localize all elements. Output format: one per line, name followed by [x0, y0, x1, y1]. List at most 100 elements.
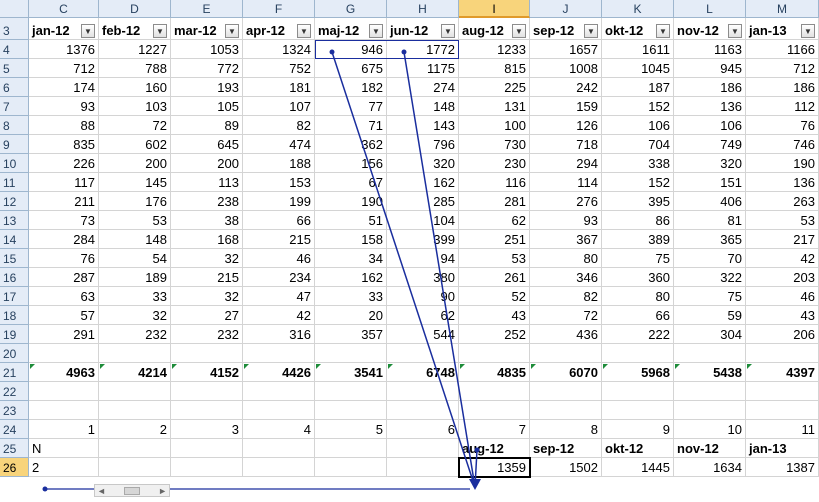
column-header-l[interactable]: L [674, 0, 746, 18]
data-cell-m17[interactable]: 46 [746, 287, 819, 306]
data-cell-e15[interactable]: 32 [171, 249, 243, 268]
data-cell-c12[interactable]: 211 [29, 192, 99, 211]
data-cell-c14[interactable]: 284 [29, 230, 99, 249]
data-cell-c8[interactable]: 88 [29, 116, 99, 135]
data-cell-m6[interactable]: 186 [746, 78, 819, 97]
row25-cell-f[interactable] [243, 439, 315, 458]
empty-cell-j23[interactable] [530, 401, 602, 420]
data-cell-d17[interactable]: 33 [99, 287, 171, 306]
data-cell-g16[interactable]: 162 [315, 268, 387, 287]
data-cell-j4[interactable]: 1657 [530, 40, 602, 59]
row25-cell-h[interactable] [387, 439, 459, 458]
row26-cell-d[interactable] [99, 458, 171, 477]
dropdown-arrow-icon[interactable]: ▼ [369, 24, 383, 38]
total-cell-k21[interactable]: 5968 [602, 363, 674, 382]
header-cell-h[interactable]: jun-12 ▼ [387, 18, 459, 40]
data-cell-c15[interactable]: 76 [29, 249, 99, 268]
dropdown-arrow-icon[interactable]: ▼ [728, 24, 742, 38]
total-cell-i21[interactable]: 4835 [459, 363, 530, 382]
empty-cell-f20[interactable] [243, 344, 315, 363]
data-cell-f15[interactable]: 46 [243, 249, 315, 268]
row-header-26[interactable]: 26 [0, 458, 29, 477]
data-cell-k6[interactable]: 187 [602, 78, 674, 97]
data-cell-k12[interactable]: 395 [602, 192, 674, 211]
header-cell-d[interactable]: feb-12 ▼ [99, 18, 171, 40]
row25-cell-l[interactable]: nov-12 [674, 439, 746, 458]
column-header-m[interactable]: M [746, 0, 819, 18]
data-cell-d9[interactable]: 602 [99, 135, 171, 154]
data-cell-e18[interactable]: 27 [171, 306, 243, 325]
column-header-i[interactable]: I [459, 0, 530, 18]
data-cell-m11[interactable]: 136 [746, 173, 819, 192]
data-cell-h19[interactable]: 544 [387, 325, 459, 344]
data-cell-l17[interactable]: 75 [674, 287, 746, 306]
row25-cell-k[interactable]: okt-12 [602, 439, 674, 458]
data-cell-e8[interactable]: 89 [171, 116, 243, 135]
data-cell-l19[interactable]: 304 [674, 325, 746, 344]
row-header-6[interactable]: 6 [0, 78, 29, 97]
row-header-12[interactable]: 12 [0, 192, 29, 211]
data-cell-c5[interactable]: 712 [29, 59, 99, 78]
data-cell-j17[interactable]: 82 [530, 287, 602, 306]
data-cell-f11[interactable]: 153 [243, 173, 315, 192]
empty-cell-d20[interactable] [99, 344, 171, 363]
data-cell-l13[interactable]: 81 [674, 211, 746, 230]
row-header-4[interactable]: 4 [0, 40, 29, 59]
total-cell-g21[interactable]: 3541 [315, 363, 387, 382]
data-cell-k10[interactable]: 338 [602, 154, 674, 173]
data-cell-j14[interactable]: 367 [530, 230, 602, 249]
empty-cell-i22[interactable] [459, 382, 530, 401]
data-cell-i16[interactable]: 261 [459, 268, 530, 287]
row-header-7[interactable]: 7 [0, 97, 29, 116]
empty-cell-c22[interactable] [29, 382, 99, 401]
total-cell-e21[interactable]: 4152 [171, 363, 243, 382]
data-cell-f18[interactable]: 42 [243, 306, 315, 325]
data-cell-i15[interactable]: 53 [459, 249, 530, 268]
data-cell-l10[interactable]: 320 [674, 154, 746, 173]
data-cell-i4[interactable]: 1233 [459, 40, 530, 59]
data-cell-i12[interactable]: 281 [459, 192, 530, 211]
data-cell-j6[interactable]: 242 [530, 78, 602, 97]
data-cell-h5[interactable]: 1175 [387, 59, 459, 78]
data-cell-i10[interactable]: 230 [459, 154, 530, 173]
empty-cell-l23[interactable] [674, 401, 746, 420]
data-cell-k14[interactable]: 389 [602, 230, 674, 249]
data-cell-f5[interactable]: 752 [243, 59, 315, 78]
empty-cell-c20[interactable] [29, 344, 99, 363]
data-cell-g12[interactable]: 190 [315, 192, 387, 211]
data-cell-e10[interactable]: 200 [171, 154, 243, 173]
data-cell-c10[interactable]: 226 [29, 154, 99, 173]
data-cell-d5[interactable]: 788 [99, 59, 171, 78]
data-cell-m7[interactable]: 112 [746, 97, 819, 116]
data-cell-m12[interactable]: 263 [746, 192, 819, 211]
row26-cell-f[interactable] [243, 458, 315, 477]
row-header-23[interactable]: 23 [0, 401, 29, 420]
data-cell-k4[interactable]: 1611 [602, 40, 674, 59]
dropdown-arrow-icon[interactable]: ▼ [81, 24, 95, 38]
data-cell-e19[interactable]: 232 [171, 325, 243, 344]
data-cell-e7[interactable]: 105 [171, 97, 243, 116]
data-cell-g11[interactable]: 67 [315, 173, 387, 192]
data-cell-i13[interactable]: 62 [459, 211, 530, 230]
data-cell-e13[interactable]: 38 [171, 211, 243, 230]
scroll-left-arrow-icon[interactable]: ◄ [97, 485, 106, 496]
data-cell-l9[interactable]: 749 [674, 135, 746, 154]
row26-cell-j[interactable]: 1502 [530, 458, 602, 477]
empty-cell-k22[interactable] [602, 382, 674, 401]
header-cell-e[interactable]: mar-12 ▼ [171, 18, 243, 40]
row-header-25[interactable]: 25 [0, 439, 29, 458]
dropdown-arrow-icon[interactable]: ▼ [801, 24, 815, 38]
data-cell-i17[interactable]: 52 [459, 287, 530, 306]
data-cell-c11[interactable]: 117 [29, 173, 99, 192]
data-cell-g9[interactable]: 362 [315, 135, 387, 154]
data-cell-i7[interactable]: 131 [459, 97, 530, 116]
empty-cell-k20[interactable] [602, 344, 674, 363]
column-header-f[interactable]: F [243, 0, 315, 18]
header-cell-f[interactable]: apr-12 ▼ [243, 18, 315, 40]
data-cell-g14[interactable]: 158 [315, 230, 387, 249]
row-header-22[interactable]: 22 [0, 382, 29, 401]
data-cell-c13[interactable]: 73 [29, 211, 99, 230]
index-cell-m24[interactable]: 11 [746, 420, 819, 439]
dropdown-arrow-icon[interactable]: ▼ [656, 24, 670, 38]
total-cell-l21[interactable]: 5438 [674, 363, 746, 382]
